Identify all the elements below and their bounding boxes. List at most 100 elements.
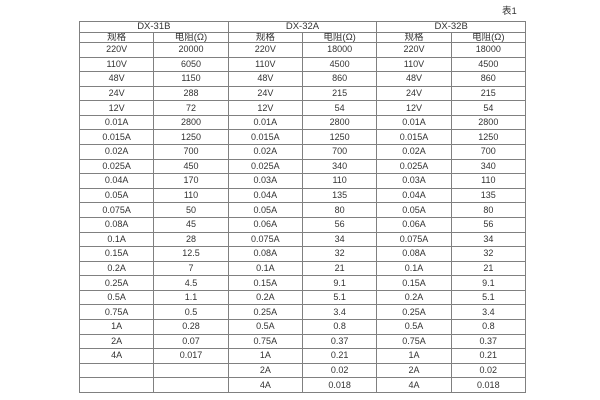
- col-header-spec: 规格: [227, 31, 303, 43]
- table-cell: 1250: [153, 129, 229, 146]
- table-row: 0.01A 2800 0.01A 2800 0.01A 2800: [78, 114, 527, 131]
- table-cell: 110: [153, 187, 229, 204]
- table-cell: 12V: [376, 100, 452, 116]
- table-cell: 9.1: [450, 275, 527, 291]
- table-cell: 0.75A: [78, 304, 155, 320]
- table-cell: 4A: [376, 377, 452, 393]
- table-cell: 2A: [227, 362, 303, 379]
- table-cell: 4.5: [153, 275, 229, 291]
- table-cell: 860: [301, 71, 378, 87]
- table-cell: 4A: [227, 377, 303, 393]
- table-cell: 450: [153, 158, 229, 175]
- table-cell: 0.03A: [376, 173, 452, 189]
- col-header-resistance: 电阻(Ω): [301, 31, 378, 43]
- table-cell: 18000: [301, 42, 378, 58]
- table-cell: 2800: [301, 114, 378, 131]
- table-row: 220V 20000 220V 18000 220V 18000: [78, 42, 527, 58]
- table-cell: 0.06A: [227, 216, 303, 233]
- table-cell: 0.015A: [78, 129, 155, 146]
- table-cell: 0.04A: [227, 187, 303, 204]
- table-cell: 1250: [450, 129, 527, 146]
- table-cell: 0.21: [301, 348, 378, 364]
- table-cell: 0.02A: [227, 144, 303, 160]
- table-cell: 215: [301, 85, 378, 102]
- table-cell: 0.018: [450, 377, 527, 393]
- table-cell: 0.017: [153, 348, 229, 364]
- table-cell: [78, 362, 155, 379]
- table-cell: 340: [450, 158, 527, 175]
- table-row: 0.2A 7 0.1A 21 0.1A 21: [78, 260, 527, 277]
- table-cell: 80: [301, 202, 378, 218]
- table-cell: 21: [450, 260, 527, 277]
- table-cell: [78, 377, 155, 393]
- table-cell: 2A: [376, 362, 452, 379]
- table-row: 0.15A 12.5 0.08A 32 0.08A 32: [78, 246, 527, 262]
- table-cell: 0.15A: [227, 275, 303, 291]
- table-cell: 0.25A: [227, 304, 303, 320]
- table-cell: 0.8: [301, 318, 378, 335]
- table-cell: 0.075A: [227, 231, 303, 248]
- table-cell: 0.02A: [376, 144, 452, 160]
- table-cell: 0.1A: [376, 260, 452, 277]
- table-cell: 700: [450, 144, 527, 160]
- table-cell: 135: [450, 187, 527, 204]
- table-cell: 0.02A: [78, 144, 155, 160]
- table-cell: 0.5: [153, 304, 229, 320]
- table-cell: 700: [301, 144, 378, 160]
- table-cell: 0.01A: [227, 114, 303, 131]
- table-cell: 215: [450, 85, 527, 102]
- table-cell: 0.21: [450, 348, 527, 364]
- table-cell: 110V: [227, 56, 303, 73]
- col-header-spec: 规格: [78, 31, 155, 43]
- table-cell: 0.2A: [227, 289, 303, 306]
- table-cell: 21: [301, 260, 378, 277]
- table-cell: 24V: [376, 85, 452, 102]
- table-header: DX-31B DX-32A DX-32B 规格 电阻(Ω) 规格 电阻(Ω) 规…: [78, 21, 527, 43]
- table-cell: 0.08A: [376, 246, 452, 262]
- table-cell: 0.05A: [78, 187, 155, 204]
- table-cell: 24V: [78, 85, 155, 102]
- table-cell: 1A: [376, 348, 452, 364]
- group-header-dx31b: DX-31B: [79, 21, 229, 33]
- table-cell: 12V: [227, 100, 303, 116]
- table-cell: 110: [450, 173, 527, 189]
- table-cell: 56: [301, 216, 378, 233]
- group-header-row: DX-31B DX-32A DX-32B: [79, 21, 526, 33]
- table-body: 220V 20000 220V 18000 220V 18000 110V 6050 110V 4…: [78, 42, 527, 393]
- table-cell: 2A: [78, 333, 155, 350]
- table-cell: 0.25A: [78, 275, 155, 291]
- table-row: 0.5A 1.1 0.2A 5.1 0.2A 5.1: [78, 289, 527, 306]
- table-cell: 0.2A: [78, 260, 155, 277]
- col-header-resistance: 电阻(Ω): [153, 31, 229, 43]
- table-cell: 0.8: [450, 318, 527, 335]
- table-cell: 0.08A: [227, 246, 303, 262]
- table-row: 48V 1150 48V 860 48V 860: [78, 71, 527, 87]
- table-cell: 34: [450, 231, 527, 248]
- table-cell: 18000: [450, 42, 527, 58]
- table-row: 2A 0.07 0.75A 0.37 0.75A 0.37: [78, 333, 527, 350]
- table-cell: 6050: [153, 56, 229, 73]
- table-cell: 0.02: [301, 362, 378, 379]
- table-caption: 表1: [502, 6, 517, 17]
- table-cell: 0.075A: [376, 231, 452, 248]
- table-cell: 0.05A: [376, 202, 452, 218]
- table-cell: 0.2A: [376, 289, 452, 306]
- table-cell: 0.03A: [227, 173, 303, 189]
- table-cell: 32: [301, 246, 378, 262]
- table-cell: 0.75A: [376, 333, 452, 350]
- table-cell: 170: [153, 173, 229, 189]
- table-cell: 50: [153, 202, 229, 218]
- table-cell: 0.025A: [376, 158, 452, 175]
- table-cell: 5.1: [301, 289, 378, 306]
- table-cell: 0.01A: [376, 114, 452, 131]
- col-header-spec: 规格: [376, 31, 452, 43]
- table-cell: 288: [153, 85, 229, 102]
- table-cell: 28: [153, 231, 229, 248]
- table-cell: 4500: [450, 56, 527, 73]
- table-cell: 1A: [227, 348, 303, 364]
- group-header-dx32b: DX-32B: [376, 21, 526, 33]
- table-row: 110V 6050 110V 4500 110V 4500: [78, 56, 527, 73]
- table-cell: 0.1A: [227, 260, 303, 277]
- table-cell: 135: [301, 187, 378, 204]
- table-cell: 0.04A: [78, 173, 155, 189]
